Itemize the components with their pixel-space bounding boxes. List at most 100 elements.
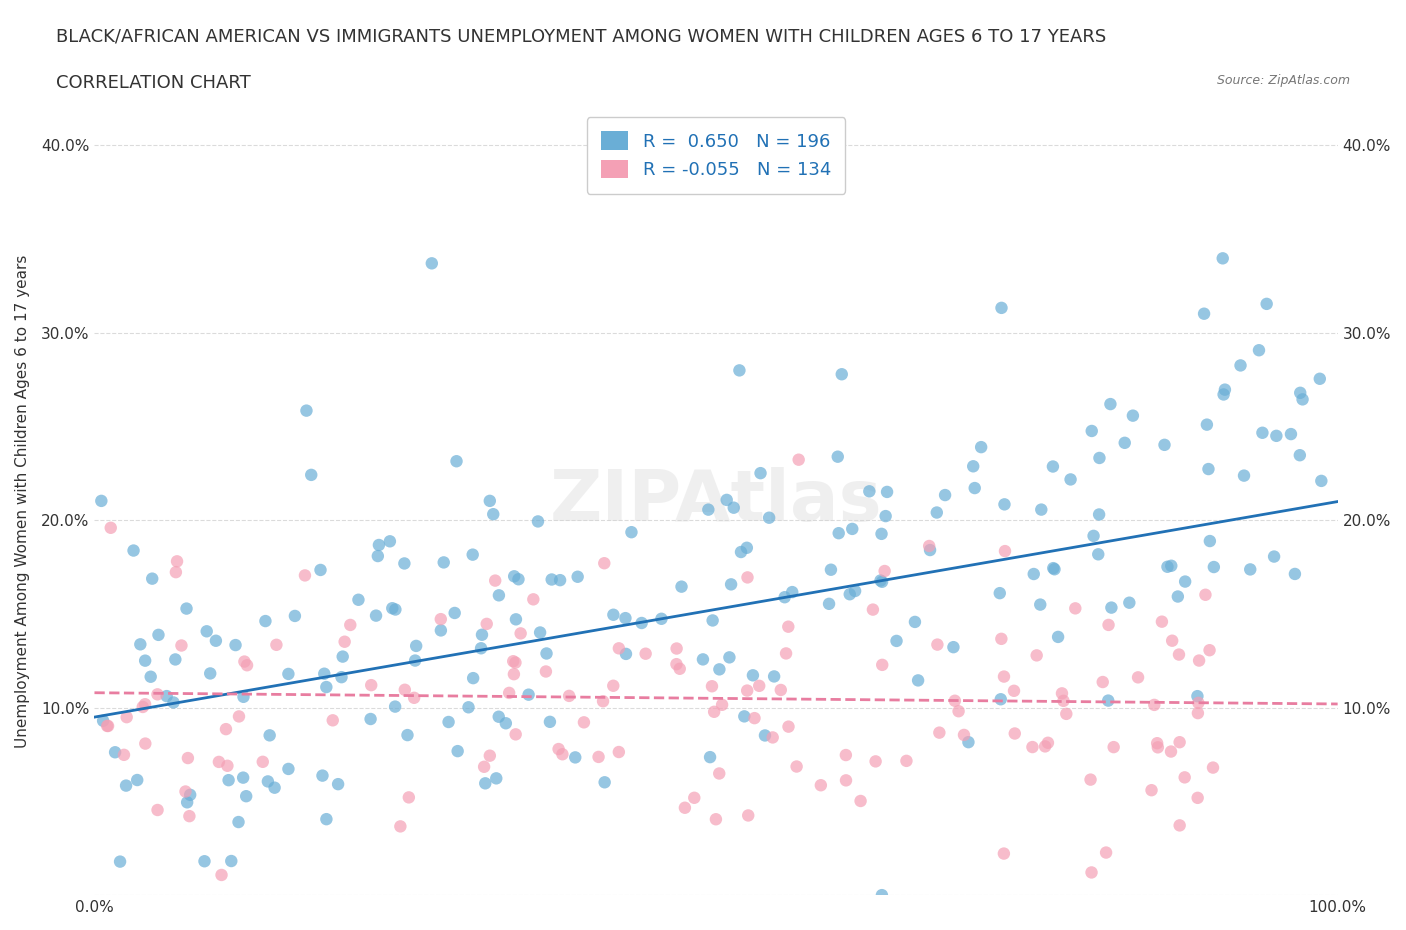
Point: [1161, 633, 1184, 648]
Point: [588, 750, 610, 764]
Point: [1198, 534, 1220, 549]
Point: [235, 789, 257, 804]
Point: [1080, 772, 1102, 787]
Point: [593, 775, 616, 790]
Point: [360, 711, 382, 726]
Point: [841, 522, 863, 537]
Point: [827, 449, 849, 464]
Point: [165, 652, 187, 667]
Point: [630, 616, 652, 631]
Point: [1202, 560, 1225, 575]
Point: [957, 735, 980, 750]
Point: [299, 468, 322, 483]
Point: [505, 727, 527, 742]
Point: [907, 673, 929, 688]
Point: [1114, 435, 1136, 450]
Point: [720, 577, 742, 591]
Point: [1229, 358, 1251, 373]
Point: [162, 695, 184, 710]
Point: [165, 565, 187, 579]
Point: [787, 452, 810, 467]
Point: [1097, 618, 1119, 632]
Point: [754, 728, 776, 743]
Point: [1251, 425, 1274, 440]
Point: [1042, 459, 1064, 474]
Point: [91, 713, 114, 728]
Point: [918, 538, 941, 553]
Point: [602, 678, 624, 693]
Point: [1043, 562, 1066, 577]
Point: [263, 780, 285, 795]
Point: [602, 607, 624, 622]
Point: [193, 854, 215, 869]
Point: [990, 631, 1012, 646]
Point: [873, 564, 896, 578]
Point: [665, 657, 688, 671]
Point: [420, 256, 443, 271]
Point: [870, 658, 893, 672]
Point: [858, 484, 880, 498]
Point: [1160, 744, 1182, 759]
Point: [1099, 600, 1122, 615]
Point: [384, 602, 406, 617]
Point: [1059, 472, 1081, 487]
Point: [1118, 595, 1140, 610]
Point: [1004, 726, 1026, 741]
Point: [218, 773, 240, 788]
Point: [704, 812, 727, 827]
Point: [1202, 760, 1225, 775]
Point: [692, 652, 714, 667]
Point: [430, 612, 453, 627]
Point: [90, 494, 112, 509]
Point: [176, 601, 198, 616]
Point: [522, 591, 544, 606]
Point: [141, 571, 163, 586]
Point: [284, 608, 307, 623]
Point: [404, 653, 426, 668]
Point: [849, 793, 872, 808]
Point: [405, 639, 427, 654]
Point: [1167, 589, 1189, 604]
Point: [228, 709, 250, 724]
Point: [614, 611, 637, 626]
Point: [108, 854, 131, 869]
Point: [314, 666, 336, 681]
Point: [495, 716, 517, 731]
Point: [769, 683, 792, 698]
Point: [484, 573, 506, 588]
Point: [990, 692, 1012, 707]
Point: [927, 637, 949, 652]
Point: [1122, 408, 1144, 423]
Point: [277, 762, 299, 777]
Point: [254, 614, 277, 629]
Point: [711, 698, 734, 712]
Point: [146, 803, 169, 817]
Point: [394, 556, 416, 571]
Point: [1095, 845, 1118, 860]
Point: [1188, 653, 1211, 668]
Point: [1083, 528, 1105, 543]
Point: [1279, 427, 1302, 442]
Point: [904, 615, 927, 630]
Point: [538, 714, 561, 729]
Point: [502, 654, 524, 669]
Point: [166, 554, 188, 569]
Y-axis label: Unemployment Among Women with Children Ages 6 to 17 years: Unemployment Among Women with Children A…: [15, 255, 30, 749]
Point: [1160, 558, 1182, 573]
Point: [1194, 588, 1216, 603]
Point: [364, 608, 387, 623]
Point: [737, 570, 759, 585]
Point: [700, 679, 723, 694]
Point: [1192, 306, 1215, 321]
Point: [156, 689, 179, 704]
Point: [177, 751, 200, 765]
Point: [215, 722, 238, 737]
Point: [447, 744, 470, 759]
Point: [536, 646, 558, 661]
Point: [508, 572, 530, 587]
Point: [869, 573, 891, 588]
Point: [551, 747, 574, 762]
Point: [748, 678, 770, 693]
Point: [266, 637, 288, 652]
Point: [259, 728, 281, 743]
